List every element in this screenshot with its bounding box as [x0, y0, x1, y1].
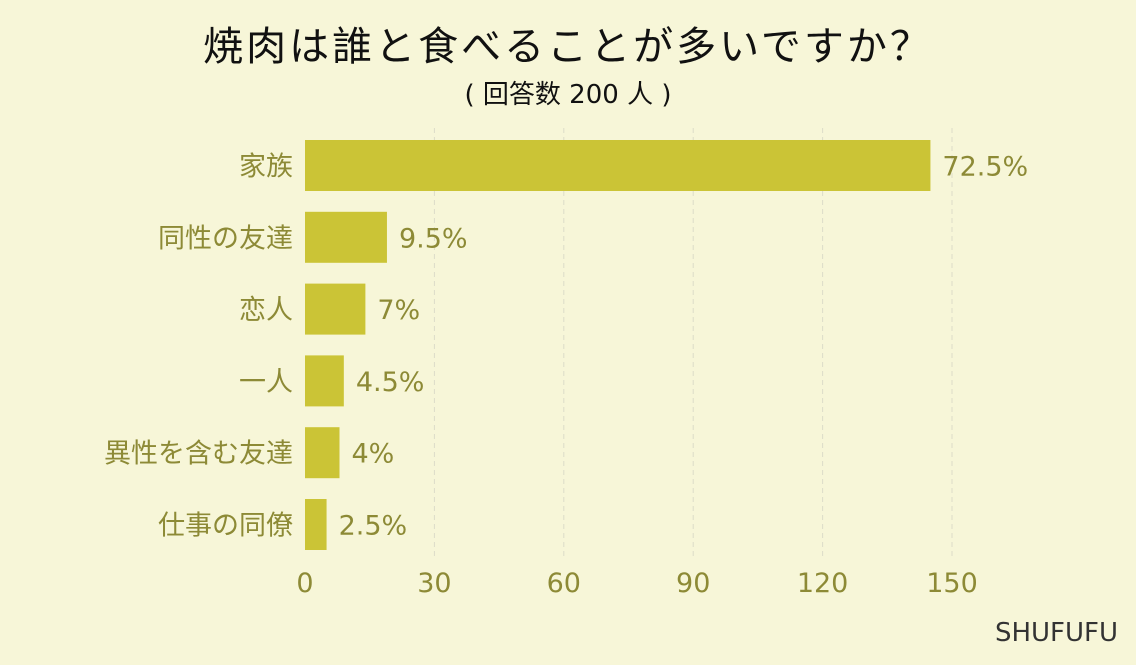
- brand-logo-text: SHUFUFU: [994, 618, 1118, 648]
- category-label: 恋人: [239, 295, 293, 326]
- bar: [305, 140, 931, 191]
- bar: [305, 427, 340, 479]
- chart-subtitle: ( 回答数 200 人 ): [464, 80, 672, 110]
- bar: [305, 355, 344, 407]
- category-label: 異性を含む友達: [104, 439, 293, 470]
- category-label: 一人: [239, 367, 293, 398]
- x-tick-label: 60: [547, 568, 581, 599]
- bar: [305, 499, 327, 550]
- x-tick-label: 30: [417, 568, 451, 599]
- bar: [305, 283, 366, 335]
- data-label: 72.5%: [942, 152, 1028, 183]
- x-tick-label: 120: [797, 568, 849, 599]
- category-label: 同性の友達: [158, 223, 293, 254]
- data-label: 2.5%: [339, 511, 408, 542]
- bar: [305, 211, 387, 263]
- x-tick-label: 0: [296, 568, 313, 599]
- x-tick-label: 150: [926, 568, 978, 599]
- x-tick-label: 90: [676, 568, 710, 599]
- data-label: 4.5%: [356, 367, 425, 398]
- chart-title: 焼肉は誰と食べることが多いですか？: [203, 24, 933, 70]
- data-label: 9.5%: [399, 223, 468, 254]
- data-label: 4%: [352, 439, 395, 470]
- data-label: 7%: [377, 295, 420, 326]
- category-label: 仕事の同僚: [158, 511, 293, 542]
- category-label: 家族: [239, 152, 293, 183]
